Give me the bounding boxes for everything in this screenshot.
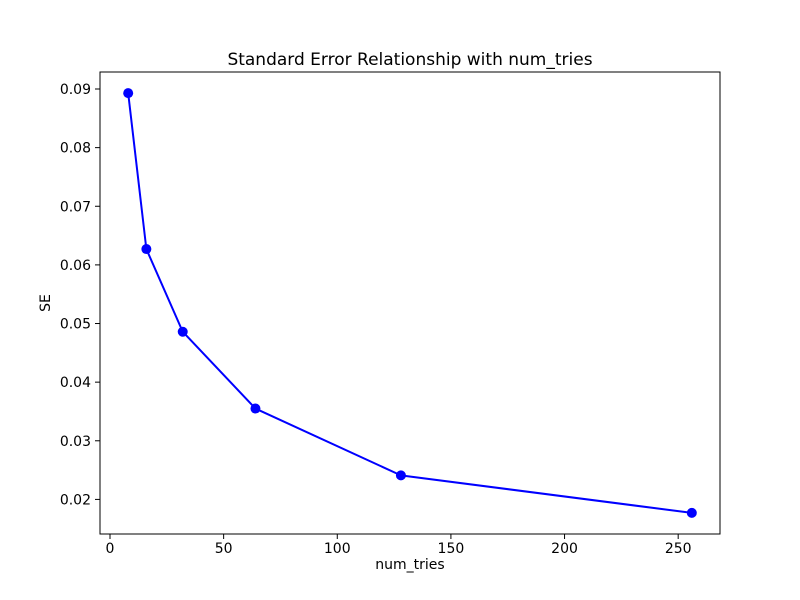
y-tick-label: 0.06 xyxy=(60,258,91,274)
data-point xyxy=(686,507,697,518)
x-tick-label: 150 xyxy=(438,541,465,557)
axes-frame xyxy=(99,71,721,535)
x-tick-label: 100 xyxy=(324,541,351,557)
se-line xyxy=(127,92,693,514)
data-point xyxy=(250,403,261,414)
x-tick-label: 50 xyxy=(215,541,233,557)
y-tick-label: 0.05 xyxy=(60,317,91,333)
y-tick-label: 0.03 xyxy=(60,434,91,450)
x-tick-label: 0 xyxy=(106,541,115,557)
y-axis-label: SE xyxy=(38,294,54,312)
data-point xyxy=(123,88,134,99)
x-tick-label: 200 xyxy=(551,541,578,557)
x-tick-label: 250 xyxy=(665,541,692,557)
y-tick-label: 0.07 xyxy=(60,199,91,215)
y-tick-label: 0.09 xyxy=(60,82,91,98)
data-point xyxy=(141,244,152,255)
data-point xyxy=(177,326,188,337)
y-tick-label: 0.02 xyxy=(60,492,91,508)
x-axis-label: num_tries xyxy=(375,557,445,573)
data-point xyxy=(395,470,406,481)
chart-title: Standard Error Relationship with num_tri… xyxy=(227,50,593,70)
y-tick-label: 0.08 xyxy=(60,141,91,157)
y-tick-label: 0.04 xyxy=(60,375,91,391)
